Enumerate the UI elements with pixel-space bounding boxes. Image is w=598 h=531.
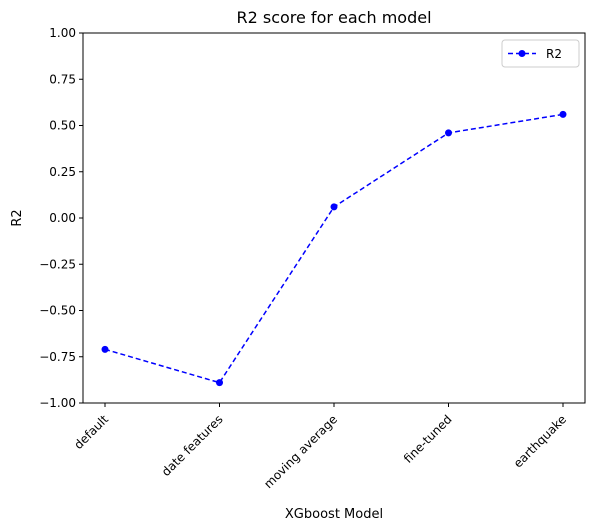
y-tick-label: −0.75 [39,350,76,364]
y-tick-label: 0.50 [49,119,76,133]
legend-label: R2 [546,47,562,61]
x-axis: default date features moving average fine-t… [71,403,569,491]
x-tick-label: date features [159,412,226,479]
series-layer [101,110,567,387]
chart-title: R2 score for each model [236,8,431,27]
legend-box [501,39,580,68]
plot-area [82,32,586,404]
data-point [101,345,109,353]
y-tick-label: −0.25 [39,257,76,271]
y-tick-label: −0.50 [39,304,76,318]
y-axis: −1.00 −0.75 −0.50 −0.25 0.00 0.25 0.50 0.75 1.00 [39,26,83,410]
data-point [445,129,452,137]
data-point [559,110,567,118]
y-tick-label: 0.25 [49,165,76,179]
x-tick-label: default [71,412,111,452]
y-tick-label: 0.75 [49,72,76,86]
legend-marker [518,50,526,57]
data-point [330,203,338,211]
x-tick-label: moving average [261,412,340,491]
y-axis-label: R2 [10,209,25,226]
data-point [216,379,223,387]
y-tick-label: −1.00 [39,396,76,410]
y-tick-label: 0.00 [49,211,76,225]
x-axis-label: XGboost Model [285,507,383,522]
y-tick-label: 1.00 [49,26,76,40]
x-tick-label: earthquake [511,412,569,470]
legend: R2 [501,39,580,68]
x-tick-label: fine-tuned [401,412,455,466]
